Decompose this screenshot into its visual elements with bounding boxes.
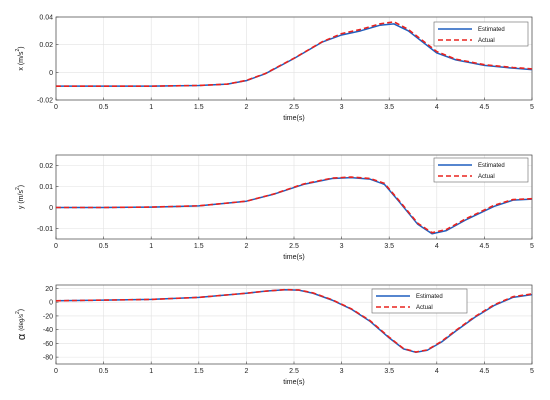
y-tick-label: 0.04 [39, 15, 53, 22]
y-tick-label: -80 [43, 355, 53, 362]
y-axis-label: α (deg/s2) [15, 309, 28, 340]
x-tick-label: 5 [530, 104, 534, 111]
legend-label-actual: Actual [416, 305, 433, 311]
x-tick-label: 1.5 [194, 368, 204, 375]
x-tick-label: 4.5 [480, 104, 490, 111]
legend-label-actual: Actual [478, 38, 495, 44]
y-tick-label: 20 [45, 286, 53, 293]
legend: Estimated Actual [371, 288, 468, 314]
legend-box [433, 157, 529, 183]
y-axis-label: y (m/s2) [15, 185, 25, 209]
legend-label-estimated: Estimated [478, 27, 505, 33]
x-tick-label: 3 [340, 104, 344, 111]
x-tick-label: 4 [435, 368, 439, 375]
y-tick-label: 0 [49, 205, 53, 212]
chart-1: 0 0.5 1 1.5 2 2.5 3 3.5 4 4.5 5-0.0200.020.04time(… [15, 15, 534, 123]
x-tick-label: 2.5 [289, 104, 299, 111]
x-tick-label: 4.5 [480, 368, 490, 375]
y-tick-label: -40 [43, 327, 53, 334]
x-tick-label: 1 [149, 104, 153, 111]
x-tick-label: 4 [435, 243, 439, 250]
legend: Estimated Actual [433, 157, 529, 183]
x-tick-label: 0 [54, 243, 58, 250]
x-tick-label: 1 [149, 243, 153, 250]
legend-box [433, 21, 529, 47]
y-tick-label: 0 [49, 300, 53, 307]
y-tick-label: -20 [43, 313, 53, 320]
x-tick-label: 3 [340, 243, 344, 250]
series-line-actual [56, 288, 532, 353]
x-tick-label: 0.5 [99, 104, 109, 111]
x-tick-label: 2.5 [289, 368, 299, 375]
x-tick-label: 1.5 [194, 243, 204, 250]
series-line-estimated [56, 176, 532, 235]
x-tick-label: 5 [530, 243, 534, 250]
x-axis-label: time(s) [283, 379, 304, 386]
legend-label-estimated: Estimated [416, 294, 443, 300]
x-axis-label: time(s) [283, 254, 304, 261]
x-tick-label: 3.5 [384, 243, 394, 250]
chart-2: 0 0.5 1 1.5 2 2.5 3 3.5 4 4.5 5 -0.01 0 0.01 0.02 time(… [15, 154, 534, 261]
y-tick-label: 0.02 [39, 42, 53, 49]
legend-label-actual: Actual [478, 174, 495, 180]
x-tick-label: 4.5 [480, 243, 490, 250]
x-tick-label: 1 [149, 368, 153, 375]
y-tick-label: -0.02 [37, 98, 53, 105]
y-axis-label: x (m/s2) [15, 46, 25, 70]
x-tick-label: 5 [530, 368, 534, 375]
x-tick-label: 3.5 [384, 104, 394, 111]
x-axis-label: time(s) [283, 115, 304, 122]
x-tick-label: 2 [244, 368, 248, 375]
legend-label-estimated: Estimated [478, 163, 505, 169]
y-tick-label: 0.01 [39, 184, 53, 191]
y-tick-label: 0.02 [39, 163, 53, 170]
chart-3: 0 0.5 1 1.5 2 2.5 3 3.5 4 4.5 5 -80 -60 -40 -20 0 20 time… [15, 284, 534, 386]
y-tick-label: 0 [49, 70, 53, 77]
legend-box [371, 288, 468, 314]
x-tick-label: 2 [244, 243, 248, 250]
x-tick-label: 3 [340, 368, 344, 375]
x-tick-label: 2 [244, 104, 248, 111]
x-tick-label: 1.5 [194, 104, 204, 111]
x-tick-label: 0.5 [99, 368, 109, 375]
x-tick-label: 0 [54, 104, 58, 111]
series-line-actual [56, 21, 532, 87]
x-tick-label: 3.5 [384, 368, 394, 375]
legend: Estimated Actual [433, 21, 529, 47]
y-tick-label: -0.01 [37, 226, 53, 233]
x-tick-label: 0.5 [99, 243, 109, 250]
x-tick-label: 2.5 [289, 243, 299, 250]
x-tick-label: 0 [54, 368, 58, 375]
y-tick-label: -60 [43, 341, 53, 348]
x-tick-label: 4 [435, 104, 439, 111]
